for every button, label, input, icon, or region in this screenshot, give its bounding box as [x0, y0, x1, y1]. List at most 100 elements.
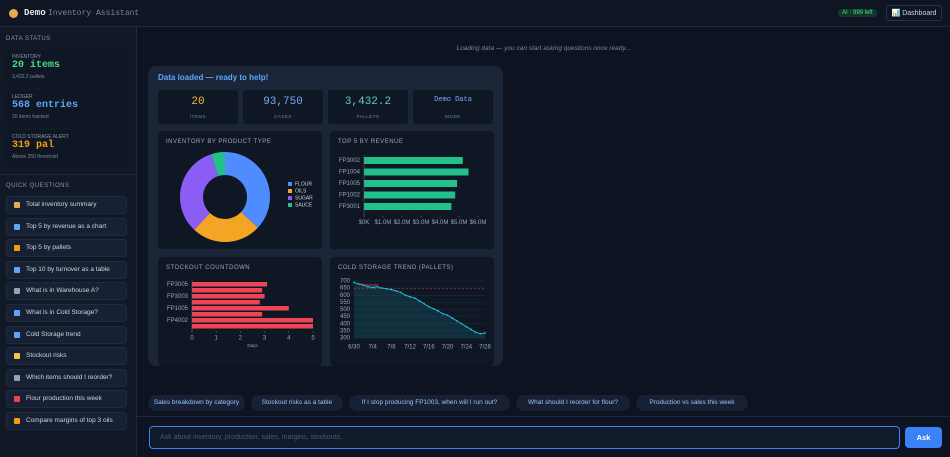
- divider: [0, 174, 137, 175]
- icon: [14, 374, 20, 381]
- point: [371, 286, 374, 289]
- quick-question[interactable]: Stockout risks: [6, 347, 127, 366]
- app-name: Inventory Assistant: [48, 9, 140, 18]
- y-tick-label: 700: [340, 279, 351, 285]
- ask-button[interactable]: Ask: [905, 427, 942, 448]
- pie-slice: [180, 154, 219, 230]
- chat-input[interactable]: Ask about inventory, production, sales, …: [149, 426, 900, 449]
- card-value: 319 pal: [12, 140, 55, 151]
- legend-label: FLOUR: [295, 181, 312, 187]
- suggestion-chip[interactable]: If I stop producing FP1003, when will I …: [349, 395, 510, 411]
- question-label: Total inventory summary: [26, 201, 97, 208]
- y-tick-label: FP3003: [167, 294, 189, 300]
- suggestion-chip[interactable]: Production vs sales this week: [636, 395, 748, 411]
- x-tick-label: $5.0M: [451, 220, 468, 226]
- question-label: Which items should I reorder?: [26, 373, 113, 381]
- bar: [192, 306, 289, 311]
- legend-label: OILS: [295, 188, 307, 194]
- quick-question[interactable]: Cold Storage trend: [6, 325, 127, 344]
- annotation: Threshold: [360, 282, 378, 287]
- quick-question[interactable]: What is in Warehouse A?: [6, 282, 127, 301]
- y-tick-label: FP1002: [339, 193, 361, 199]
- x-tick-label: 7/4: [369, 345, 378, 351]
- pie-slice: [225, 152, 270, 228]
- x-tick-label: $6.0M: [470, 220, 487, 226]
- chart-card: COLD STORAGE TREND (PALLETS) 300 350 400 450…: [330, 257, 494, 366]
- point: [376, 285, 379, 288]
- legend-swatch: [288, 182, 292, 186]
- point: [418, 300, 421, 302]
- stat-box: 3,432.2 PALLETS: [328, 90, 408, 124]
- legend-label: SAUCE: [295, 202, 313, 208]
- icon: [14, 288, 20, 295]
- section-title: DATA STATUS: [6, 36, 51, 42]
- bar: [192, 318, 313, 323]
- card-value: 568 entries: [12, 100, 79, 111]
- quick-question[interactable]: Flour production this week: [6, 390, 127, 409]
- x-tick-label: 3: [263, 336, 267, 342]
- point: [413, 297, 416, 299]
- x-tick-label: 6/30: [348, 345, 360, 351]
- y-tick-label: 350: [340, 328, 351, 334]
- point: [385, 287, 388, 290]
- question-label: Compare margins of top 3 oils: [26, 417, 113, 424]
- point: [409, 295, 412, 298]
- chart: FP3005 FP3003 FP1005 FP4002 0 1 2 3 4 5 Days: [167, 280, 315, 348]
- question-label: Top 5 by pallets: [26, 244, 72, 252]
- stat-value: 20: [191, 96, 205, 108]
- bar: [192, 294, 265, 299]
- quick-question[interactable]: Top 5 by revenue as a chart: [6, 217, 127, 236]
- icon: [14, 353, 20, 360]
- quick-question[interactable]: Which items should I reorder?: [6, 368, 127, 387]
- status-card: COLD STORAGE ALERT 319 pal Above 250 thres…: [5, 130, 127, 166]
- y-tick-label: 600: [340, 293, 351, 299]
- point: [474, 331, 477, 334]
- quick-question[interactable]: What is in Cold Storage?: [6, 304, 127, 322]
- y-tick-label: FP4002: [167, 318, 189, 324]
- point: [362, 284, 365, 287]
- point: [479, 332, 482, 335]
- quick-question[interactable]: Top 5 by pallets: [6, 239, 127, 258]
- quick-question[interactable]: Total inventory summary: [6, 196, 127, 214]
- point: [460, 322, 463, 325]
- y-tick-label: FP3002: [339, 158, 361, 164]
- quick-question[interactable]: Top 10 by turnover as a table: [6, 260, 127, 279]
- status-card: INVENTORY 20 items 3,432.2 pallets: [5, 50, 127, 86]
- stat-box: 20 ITEMS: [158, 90, 238, 124]
- suggestion-chip[interactable]: What should I reorder for flour?: [516, 395, 630, 411]
- point: [470, 328, 472, 331]
- pie-slice: [194, 212, 258, 243]
- bar: [364, 203, 452, 210]
- bar: [192, 300, 260, 305]
- icon: [14, 331, 20, 338]
- card-value: 20 items: [12, 60, 61, 71]
- suggestion-chip[interactable]: Stockout risks as a table: [251, 395, 343, 411]
- suggestion-chip[interactable]: Sales breakdown by category: [148, 395, 245, 411]
- chart-title: STOCKOUT COUNTDOWN: [166, 265, 251, 271]
- card-label: LEDGER: [12, 94, 33, 100]
- chart-card: STOCKOUT COUNTDOWN FP3005 FP3003 FP1005 FP40…: [158, 257, 322, 366]
- icon: [14, 418, 20, 424]
- point: [399, 291, 402, 294]
- point: [451, 317, 454, 319]
- point: [395, 290, 398, 292]
- icon: [14, 266, 20, 273]
- point: [437, 310, 440, 312]
- quick-question[interactable]: Compare margins of top 3 oils: [6, 412, 127, 430]
- quota-badge: AI · 999 left: [838, 9, 877, 17]
- y-tick-label: FP3005: [167, 282, 189, 288]
- icon: [14, 245, 20, 252]
- dashboard-button[interactable]: 📊 Dashboard: [886, 5, 942, 21]
- point: [456, 320, 458, 322]
- stat-label: PALLETS: [356, 114, 380, 119]
- x-tick-label: 5: [311, 336, 315, 342]
- icon: [14, 396, 20, 403]
- icon: [14, 223, 20, 230]
- bar: [364, 157, 463, 164]
- stat-label: CASES: [274, 114, 292, 119]
- point: [353, 281, 355, 284]
- question-label: Top 5 by revenue as a chart: [26, 222, 107, 230]
- y-tick-label: 400: [340, 321, 351, 327]
